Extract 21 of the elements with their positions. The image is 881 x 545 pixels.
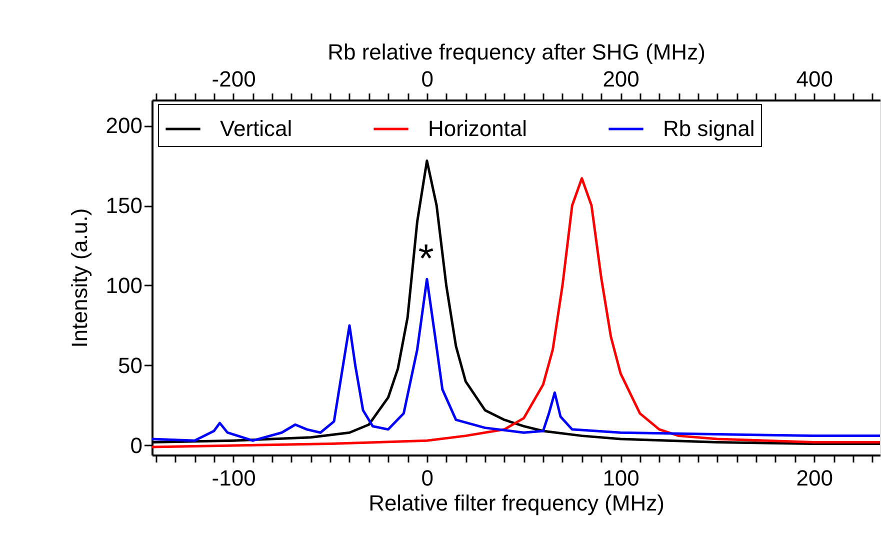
x-axis-title: Relative filter frequency (MHz) [368,490,664,516]
y-axis-title: Intensity (a.u.) [66,208,92,348]
x-tick-label: 0 [421,466,434,490]
legend-label: Vertical [220,116,292,141]
x-tick-label: -100 [212,466,256,490]
y-tick-label: 100 [106,272,142,298]
legend-label: Horizontal [428,116,528,141]
legend-label: Rb signal [663,116,755,141]
x2-tick-label: 400 [796,66,834,92]
y-tick-label: 200 [106,113,142,138]
line-series [150,278,881,442]
x2-axis-title: Rb relative frequency after SHG (MHz) [328,40,706,64]
annotation: * [418,237,434,281]
x2-tick-label: 0 [421,66,434,92]
x2-tick-label: -200 [212,66,256,92]
x2-tick-label: 200 [602,66,640,92]
x-tick-label: 200 [796,466,834,490]
y-tick-label: 50 [118,352,142,378]
y-tick-label: 0 [130,432,142,458]
y-tick-label: 150 [106,193,142,218]
x-tick-label: 100 [602,466,640,490]
